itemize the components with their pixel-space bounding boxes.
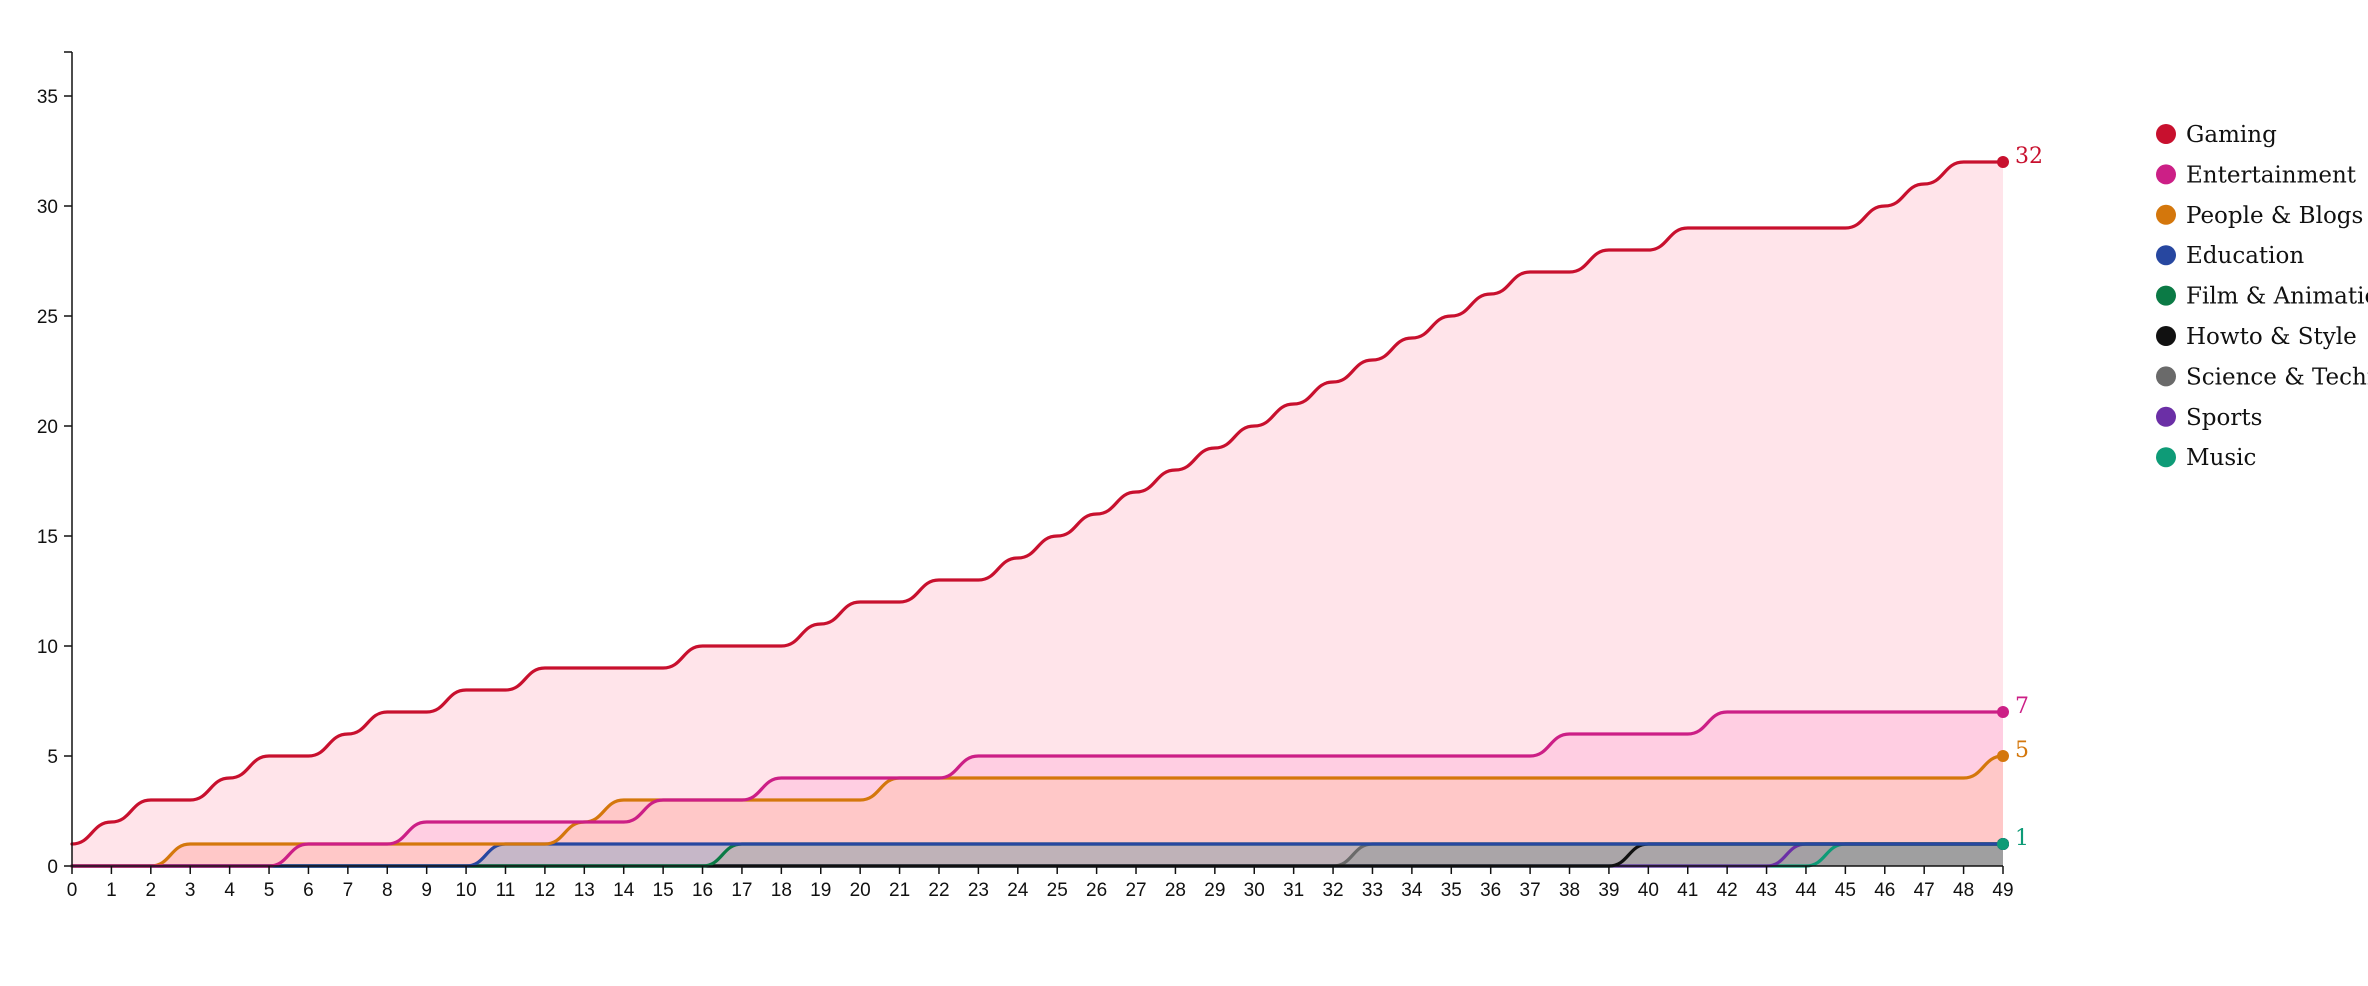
series-endpoints: 32 7 5 1 bbox=[1997, 144, 2043, 851]
y-tick-label: 20 bbox=[37, 417, 58, 438]
x-tick-label: 17 bbox=[731, 880, 752, 901]
x-tick-label: 19 bbox=[810, 880, 831, 901]
endpoint-Entertainment bbox=[1997, 706, 2009, 718]
x-tick-label: 44 bbox=[1795, 880, 1817, 901]
x-tick-label: 34 bbox=[1401, 880, 1423, 901]
line-Gaming bbox=[70, 160, 2005, 846]
legend-label: Education bbox=[2186, 243, 2304, 269]
legend-marker bbox=[2156, 326, 2176, 346]
x-tick-label: 23 bbox=[968, 880, 989, 901]
area-Gaming bbox=[72, 162, 2003, 866]
legend-marker bbox=[2156, 124, 2176, 144]
legend-label: People & Blogs bbox=[2186, 203, 2363, 229]
x-tick-label: 37 bbox=[1520, 880, 1541, 901]
x-tick-label: 28 bbox=[1165, 880, 1186, 901]
y-tick-label: 10 bbox=[37, 637, 58, 658]
legend-label: Science & Techno bbox=[2186, 364, 2368, 390]
legend-label: Entertainment bbox=[2186, 162, 2357, 188]
x-tick-label: 22 bbox=[928, 880, 949, 901]
legend-marker bbox=[2156, 406, 2176, 427]
x-tick-label: 45 bbox=[1835, 880, 1856, 901]
x-tick-label: 47 bbox=[1914, 880, 1935, 901]
endpoint-Music bbox=[1997, 838, 2009, 850]
x-tick-label: 1 bbox=[106, 880, 117, 901]
x-tick-label: 4 bbox=[224, 880, 235, 901]
x-tick-label: 14 bbox=[613, 880, 635, 901]
x-tick-label: 18 bbox=[771, 880, 792, 901]
legend-marker bbox=[2156, 285, 2176, 306]
x-tick-label: 8 bbox=[382, 880, 393, 901]
x-tick-label: 3 bbox=[185, 880, 196, 901]
x-tick-label: 39 bbox=[1598, 880, 1619, 901]
legend-label: Howto & Style bbox=[2186, 324, 2357, 350]
legend-marker bbox=[2156, 164, 2176, 185]
x-tick-label: 29 bbox=[1204, 880, 1225, 901]
x-tick-label: 24 bbox=[1007, 880, 1029, 901]
x-tick-label: 40 bbox=[1638, 880, 1659, 901]
x-tick-label: 38 bbox=[1559, 880, 1580, 901]
end-label-Entertainment: 7 bbox=[2015, 694, 2029, 719]
x-tick-label: 25 bbox=[1047, 880, 1068, 901]
y-tick-label: 35 bbox=[37, 87, 58, 108]
y-tick-label: 25 bbox=[37, 307, 58, 328]
y-tick-label: 15 bbox=[37, 527, 58, 548]
line-Entertainment bbox=[70, 710, 2005, 868]
legend-marker bbox=[2156, 204, 2176, 225]
area-People & Blogs bbox=[72, 756, 2003, 866]
x-tick-label: 35 bbox=[1441, 880, 1462, 901]
x-tick-label: 46 bbox=[1874, 880, 1895, 901]
endpoint-People & Blogs bbox=[1997, 750, 2009, 762]
y-tick-label: 5 bbox=[47, 747, 58, 768]
x-tick-label: 41 bbox=[1677, 880, 1698, 901]
legend-label: Gaming bbox=[2186, 122, 2277, 148]
legend-label: Sports bbox=[2186, 405, 2262, 431]
x-tick-label: 21 bbox=[889, 880, 910, 901]
x-tick-label: 42 bbox=[1717, 880, 1738, 901]
x-tick-label: 6 bbox=[303, 880, 314, 901]
x-tick-label: 5 bbox=[264, 880, 275, 901]
x-tick-label: 0 bbox=[67, 880, 78, 901]
x-tick-label: 49 bbox=[1992, 880, 2013, 901]
x-tick-label: 7 bbox=[343, 880, 354, 901]
x-tick-label: 9 bbox=[421, 880, 432, 901]
area-Sports bbox=[72, 844, 2003, 866]
end-label-People & Blogs: 5 bbox=[2015, 738, 2029, 763]
x-tick-label: 12 bbox=[534, 880, 555, 901]
x-tick-label: 27 bbox=[1125, 880, 1146, 901]
legend-label: Film & Animatio bbox=[2186, 284, 2368, 310]
x-tick-label: 36 bbox=[1480, 880, 1501, 901]
x-tick-label: 10 bbox=[456, 880, 477, 901]
legend-marker bbox=[2156, 366, 2176, 387]
x-tick-label: 13 bbox=[574, 880, 595, 901]
end-label-Gaming: 32 bbox=[2015, 144, 2043, 169]
legend-marker bbox=[2156, 245, 2176, 266]
legend: Gaming Entertainment People & Blogs Educati… bbox=[2156, 122, 2368, 471]
x-tick-label: 16 bbox=[692, 880, 713, 901]
endpoint-Gaming bbox=[1997, 156, 2009, 168]
legend-label: Music bbox=[2186, 445, 2256, 471]
y-tick-label: 30 bbox=[37, 197, 58, 218]
y-tick-label: 0 bbox=[47, 857, 58, 878]
x-tick-label: 26 bbox=[1086, 880, 1107, 901]
x-tick-label: 48 bbox=[1953, 880, 1974, 901]
end-label-Music: 1 bbox=[2015, 826, 2029, 851]
x-tick-label: 32 bbox=[1322, 880, 1343, 901]
x-tick-label: 2 bbox=[146, 880, 157, 901]
x-tick-label: 31 bbox=[1283, 880, 1304, 901]
series-areas bbox=[72, 162, 2003, 866]
legend-marker bbox=[2156, 447, 2176, 468]
x-tick-label: 15 bbox=[653, 880, 674, 901]
area-Science & Techno bbox=[72, 844, 2003, 866]
x-tick-label: 20 bbox=[850, 880, 871, 901]
x-tick-label: 33 bbox=[1362, 880, 1383, 901]
x-tick-label: 30 bbox=[1244, 880, 1265, 901]
x-tick-label: 11 bbox=[496, 880, 516, 901]
x-tick-label: 43 bbox=[1756, 880, 1777, 901]
